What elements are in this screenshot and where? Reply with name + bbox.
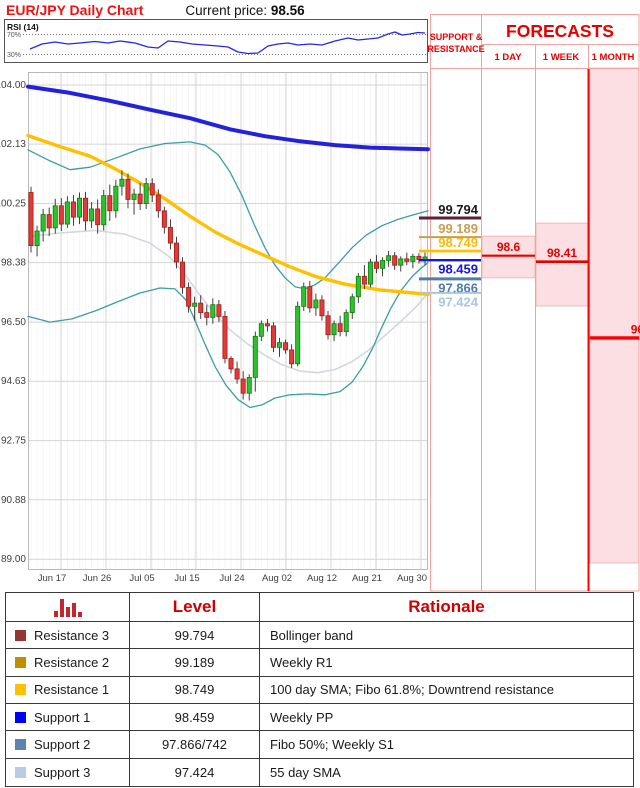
y-tick: 102.13 <box>0 139 26 150</box>
sma-100-line <box>26 133 430 296</box>
sr-value-resistance-3: 99.794 <box>438 202 479 217</box>
y-tick: 104.00 <box>0 80 26 91</box>
resistance1-swatch <box>15 684 26 696</box>
y-tick: 92.75 <box>1 436 26 447</box>
rsi-panel-border <box>4 19 428 63</box>
x-tick: Jul 15 <box>174 573 199 584</box>
y-tick: 96.50 <box>1 317 26 328</box>
y-tick: 94.63 <box>1 376 26 387</box>
forecast-value-1-week: 98.41 <box>547 246 577 260</box>
rsi-30-label: 30% <box>7 52 21 59</box>
table-header-rationale: Rationale <box>260 593 633 622</box>
plot-border <box>28 72 428 570</box>
bollinger-bands <box>27 141 429 409</box>
table-row-label: Support 3 <box>6 758 130 786</box>
table-row-label: Resistance 3 <box>6 622 130 650</box>
support2-swatch <box>15 738 26 750</box>
x-tick: Aug 12 <box>307 573 337 584</box>
sma-200-line <box>26 84 430 152</box>
forecast-bands <box>481 67 640 564</box>
forecasts-header: FORECASTS <box>506 21 614 41</box>
support1-swatch <box>15 711 26 723</box>
forecast-col-1week: 1 WEEK <box>543 52 580 63</box>
table-header-icon-cell <box>6 593 130 622</box>
gridlines <box>28 72 428 570</box>
price-chart: RSI (14) 70% 30% 104.00 102.13 100.25 98.38… <box>0 14 640 592</box>
y-axis-labels: 104.00 102.13 100.25 98.38 96.50 94.63 92.75 90… <box>0 80 26 565</box>
x-tick: Jul 24 <box>219 573 244 584</box>
sr-value-support-1: 98.459 <box>438 262 478 277</box>
forecast-lines: 98.6 98.41 96 <box>482 240 640 340</box>
table-row-rationale: Bollinger band <box>260 622 633 650</box>
x-axis-labels: Jun 17 Jun 26 Jul 05 Jul 15 Jul 24 Aug 02 Aug … <box>38 573 427 584</box>
forecast-value-1-month: 96 <box>631 322 640 336</box>
sr-value-support-3: 97.424 <box>438 294 479 309</box>
forecast-col-1month: 1 MONTH <box>592 52 635 63</box>
x-tick: Jul 05 <box>129 573 154 584</box>
candlesticks <box>28 170 428 401</box>
y-tick: 89.00 <box>1 554 26 565</box>
table-row-rationale: Weekly R1 <box>260 649 633 677</box>
sr-value-support-2: 97.866 <box>438 280 478 295</box>
rsi-label: RSI (14) <box>7 22 39 32</box>
table-row-rationale: 55 day SMA <box>260 758 633 786</box>
x-tick: Aug 30 <box>397 573 427 584</box>
table-row-label: Resistance 2 <box>6 649 130 677</box>
sr-value-resistance-2: 99.189 <box>438 221 478 236</box>
table-row-level: 97.866/742 <box>130 731 260 759</box>
forecast-col-1day: 1 DAY <box>494 52 522 63</box>
y-tick: 100.25 <box>0 199 26 210</box>
sr-header-line1: SUPPORT & <box>430 32 483 42</box>
table-row-label: Support 1 <box>6 704 130 732</box>
x-tick: Aug 21 <box>352 573 382 584</box>
table-row-rationale: Fibo 50%; Weekly S1 <box>260 731 633 759</box>
y-tick: 98.38 <box>1 258 26 269</box>
y-tick: 90.88 <box>1 495 26 506</box>
forecast-value-1-day: 98.6 <box>497 240 521 254</box>
x-tick: Aug 02 <box>262 573 292 584</box>
rsi-line <box>29 31 426 55</box>
current-price-value: 98.56 <box>270 3 305 18</box>
table-row-level: 98.749 <box>130 676 260 704</box>
table-row-rationale: 100 day SMA; Fibo 61.8%; Downtrend resis… <box>260 676 633 704</box>
support3-swatch <box>15 766 26 778</box>
table-row-level: 97.424 <box>130 758 260 786</box>
x-tick: Jun 17 <box>38 573 67 584</box>
sr-value-resistance-1: 98.749 <box>438 235 478 250</box>
table-header-level: Level <box>130 593 260 622</box>
table-row-level: 98.459 <box>130 704 260 732</box>
panel-outer-border <box>430 14 640 592</box>
current-price-label: Current price: <box>185 3 268 18</box>
resistance3-swatch <box>15 629 26 641</box>
bar-chart-icon <box>53 597 82 617</box>
sma-55-line <box>27 229 429 374</box>
page-title: EUR/JPY Daily Chart <box>6 2 144 18</box>
table-row-label: Support 2 <box>6 731 130 759</box>
sr-header-line2: RESISTANCE <box>427 44 484 54</box>
table-row-rationale: Weekly PP <box>260 704 633 732</box>
table-row-level: 99.189 <box>130 649 260 677</box>
title-bar: EUR/JPY Daily Chart Current price: 98.56 <box>6 2 305 18</box>
table-row-level: 99.794 <box>130 622 260 650</box>
rsi-70-label: 70% <box>7 32 21 39</box>
levels-table: Level Rationale Resistance 3 99.794 Boll… <box>5 592 634 787</box>
resistance2-swatch <box>15 656 26 668</box>
x-tick: Jun 26 <box>83 573 112 584</box>
table-row-label: Resistance 1 <box>6 676 130 704</box>
